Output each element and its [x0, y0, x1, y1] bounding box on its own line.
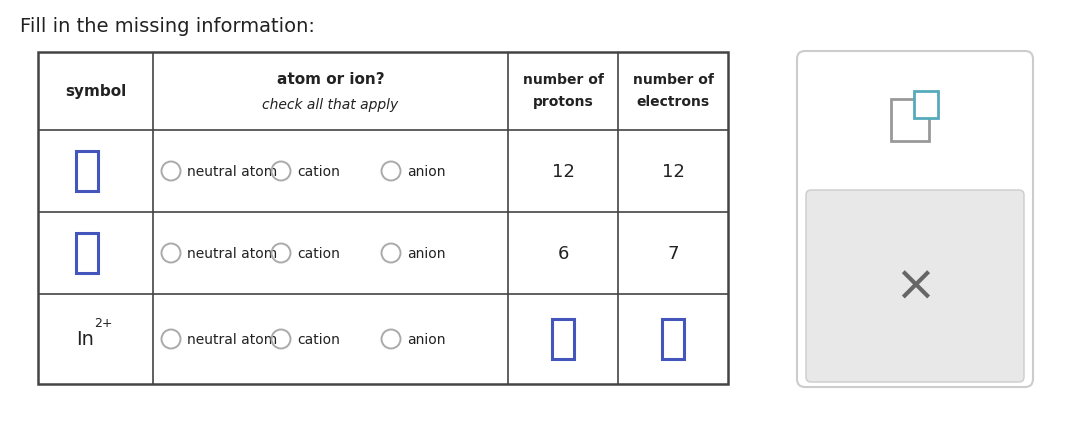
Text: neutral atom: neutral atom	[187, 164, 277, 178]
Text: anion: anion	[407, 164, 446, 178]
Text: number of: number of	[632, 73, 713, 87]
Text: neutral atom: neutral atom	[187, 247, 277, 260]
Text: In: In	[77, 330, 95, 349]
FancyBboxPatch shape	[662, 319, 684, 359]
Text: 6: 6	[558, 244, 568, 263]
FancyBboxPatch shape	[914, 92, 938, 119]
Text: neutral atom: neutral atom	[187, 332, 277, 346]
Text: 7: 7	[667, 244, 679, 263]
Text: anion: anion	[407, 247, 446, 260]
Text: number of: number of	[522, 73, 603, 87]
Text: electrons: electrons	[636, 95, 710, 109]
FancyBboxPatch shape	[552, 319, 574, 359]
Text: Fill in the missing information:: Fill in the missing information:	[20, 17, 314, 36]
Text: symbol: symbol	[65, 84, 126, 99]
Text: 12: 12	[662, 163, 684, 181]
Text: check all that apply: check all that apply	[262, 98, 399, 112]
Text: cation: cation	[297, 332, 340, 346]
Text: ×: ×	[894, 263, 936, 310]
Text: anion: anion	[407, 332, 446, 346]
FancyBboxPatch shape	[77, 151, 98, 191]
Text: cation: cation	[297, 247, 340, 260]
FancyBboxPatch shape	[891, 100, 928, 141]
FancyBboxPatch shape	[797, 52, 1033, 387]
Text: protons: protons	[533, 95, 594, 109]
Text: cation: cation	[297, 164, 340, 178]
Text: atom or ion?: atom or ion?	[277, 72, 385, 87]
FancyBboxPatch shape	[806, 191, 1024, 382]
Text: 2+: 2+	[94, 317, 113, 330]
FancyBboxPatch shape	[77, 233, 98, 273]
Text: 12: 12	[551, 163, 575, 181]
